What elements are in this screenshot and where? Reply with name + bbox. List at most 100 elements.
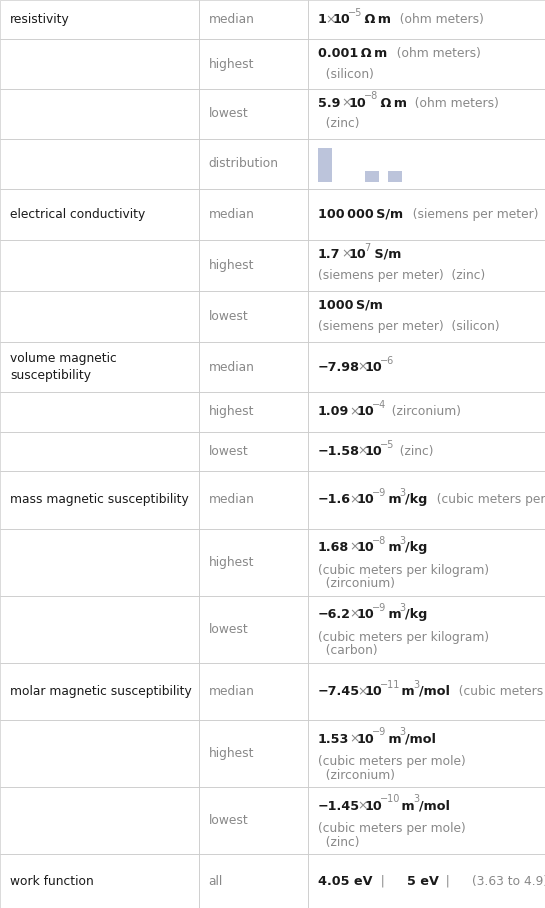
Bar bbox=[365, 172, 379, 182]
Bar bbox=[199, 720, 308, 787]
Text: (siemens per meter)  (zinc): (siemens per meter) (zinc) bbox=[318, 269, 485, 282]
Text: 100 000 S/m: 100 000 S/m bbox=[318, 208, 403, 221]
Text: m: m bbox=[384, 541, 401, 554]
Text: lowest: lowest bbox=[209, 814, 249, 827]
Bar bbox=[199, 471, 308, 528]
Bar bbox=[199, 663, 308, 720]
Bar bbox=[308, 663, 545, 720]
Text: median: median bbox=[209, 360, 255, 374]
Bar bbox=[0, 596, 199, 663]
Text: (zinc): (zinc) bbox=[391, 445, 433, 458]
Text: distribution: distribution bbox=[209, 157, 278, 170]
Text: −9: −9 bbox=[372, 727, 386, 737]
Bar bbox=[308, 189, 545, 240]
Text: (ohm meters): (ohm meters) bbox=[408, 96, 499, 110]
Bar bbox=[308, 854, 545, 908]
Bar bbox=[0, 663, 199, 720]
Text: 1.68: 1.68 bbox=[318, 541, 349, 554]
Text: 5.9: 5.9 bbox=[318, 96, 340, 110]
Text: 3: 3 bbox=[413, 794, 420, 804]
Text: −10: −10 bbox=[380, 794, 400, 804]
Text: highest: highest bbox=[209, 259, 254, 272]
Text: 10: 10 bbox=[332, 14, 350, 26]
Text: −4: −4 bbox=[372, 400, 386, 410]
Text: 3: 3 bbox=[399, 727, 405, 737]
Text: −6: −6 bbox=[380, 356, 394, 366]
Text: 4.05 eV: 4.05 eV bbox=[318, 874, 372, 888]
Text: 1.7: 1.7 bbox=[318, 248, 340, 261]
Text: 10: 10 bbox=[356, 405, 374, 419]
Text: 10: 10 bbox=[364, 800, 382, 813]
Text: (zirconium): (zirconium) bbox=[318, 769, 395, 782]
Text: electrical conductivity: electrical conductivity bbox=[10, 208, 145, 221]
Text: 10: 10 bbox=[364, 360, 382, 374]
Text: median: median bbox=[209, 493, 255, 507]
Text: ×: × bbox=[326, 14, 336, 26]
Text: 3: 3 bbox=[413, 680, 420, 690]
Bar bbox=[199, 787, 308, 854]
Text: −1.6: −1.6 bbox=[318, 493, 351, 507]
Text: |: | bbox=[439, 874, 458, 888]
Bar bbox=[199, 0, 308, 39]
Text: ×: × bbox=[349, 405, 360, 419]
Text: /kg: /kg bbox=[405, 493, 428, 507]
Text: −1.58: −1.58 bbox=[318, 445, 360, 458]
Text: median: median bbox=[209, 14, 255, 26]
Bar bbox=[308, 139, 545, 189]
Bar bbox=[308, 471, 545, 528]
Text: m: m bbox=[384, 607, 401, 621]
Text: volume magnetic
susceptibility: volume magnetic susceptibility bbox=[10, 352, 117, 382]
Text: (zinc): (zinc) bbox=[318, 117, 359, 131]
Text: (siemens per meter)  (silicon): (siemens per meter) (silicon) bbox=[318, 321, 499, 333]
Text: m: m bbox=[397, 800, 415, 813]
Text: S/m: S/m bbox=[370, 248, 401, 261]
Bar bbox=[199, 342, 308, 392]
Bar bbox=[199, 596, 308, 663]
Text: −9: −9 bbox=[372, 489, 386, 498]
Text: (cubic meters per kilogram): (cubic meters per kilogram) bbox=[318, 631, 489, 644]
Bar bbox=[308, 0, 545, 39]
Bar bbox=[308, 787, 545, 854]
Bar bbox=[199, 528, 308, 596]
Text: 5 eV: 5 eV bbox=[407, 874, 439, 888]
Text: highest: highest bbox=[209, 747, 254, 760]
Text: 10: 10 bbox=[356, 733, 374, 745]
Text: /mol: /mol bbox=[419, 685, 450, 698]
Text: 3: 3 bbox=[399, 536, 405, 546]
Bar bbox=[0, 471, 199, 528]
Bar bbox=[308, 39, 545, 89]
Bar bbox=[199, 854, 308, 908]
Text: ×: × bbox=[349, 493, 360, 507]
Text: molar magnetic susceptibility: molar magnetic susceptibility bbox=[10, 685, 191, 698]
Bar bbox=[308, 392, 545, 431]
Text: 0.001 Ω m: 0.001 Ω m bbox=[318, 47, 387, 60]
Bar bbox=[0, 431, 199, 471]
Text: Ω m: Ω m bbox=[360, 14, 391, 26]
Text: ×: × bbox=[349, 541, 360, 554]
Text: 10: 10 bbox=[356, 607, 374, 621]
Text: m: m bbox=[384, 493, 401, 507]
Bar bbox=[388, 172, 402, 182]
Text: −8: −8 bbox=[364, 92, 378, 102]
Text: highest: highest bbox=[209, 58, 254, 71]
Bar bbox=[199, 431, 308, 471]
Text: (ohm meters): (ohm meters) bbox=[391, 14, 483, 26]
Bar bbox=[308, 291, 545, 342]
Text: /mol: /mol bbox=[419, 800, 450, 813]
Text: (zirconium): (zirconium) bbox=[318, 577, 395, 590]
Text: /kg: /kg bbox=[405, 607, 428, 621]
Text: (cubic meters per mole): (cubic meters per mole) bbox=[318, 823, 465, 835]
Bar bbox=[0, 720, 199, 787]
Bar bbox=[0, 189, 199, 240]
Text: median: median bbox=[209, 208, 255, 221]
Text: work function: work function bbox=[10, 874, 94, 888]
Text: −9: −9 bbox=[372, 603, 386, 613]
Text: /kg: /kg bbox=[405, 541, 428, 554]
Bar bbox=[308, 431, 545, 471]
Text: 10: 10 bbox=[364, 445, 382, 458]
Text: −7.45: −7.45 bbox=[318, 685, 360, 698]
Bar bbox=[308, 528, 545, 596]
Text: lowest: lowest bbox=[209, 107, 249, 121]
Bar bbox=[0, 139, 199, 189]
Bar bbox=[308, 720, 545, 787]
